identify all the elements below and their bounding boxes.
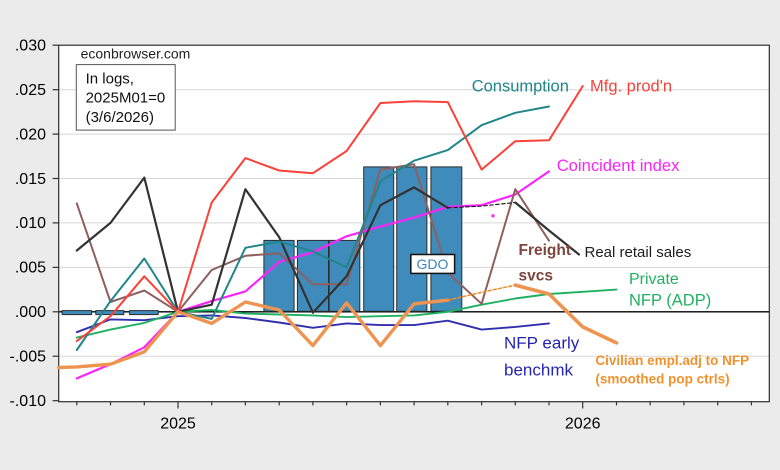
svg-text:NFP (ADP): NFP (ADP) bbox=[629, 292, 711, 310]
svg-text:svcs: svcs bbox=[519, 268, 553, 285]
svg-text:benchmk: benchmk bbox=[504, 361, 573, 380]
svg-text:-.010: -.010 bbox=[10, 393, 47, 410]
svg-text:Civilian empl.adj to NFP: Civilian empl.adj to NFP bbox=[595, 353, 749, 368]
svg-text:-.005: -.005 bbox=[10, 349, 47, 366]
svg-text:Consumption: Consumption bbox=[472, 78, 569, 96]
svg-text:econbrowser.com: econbrowser.com bbox=[81, 46, 191, 62]
svg-text:.000: .000 bbox=[15, 304, 46, 321]
svg-text:.005: .005 bbox=[15, 260, 46, 277]
svg-text:2026: 2026 bbox=[565, 416, 601, 433]
svg-text:Private: Private bbox=[629, 271, 679, 288]
svg-text:.015: .015 bbox=[15, 171, 46, 188]
svg-text:(smoothed pop ctrls): (smoothed pop ctrls) bbox=[595, 372, 729, 387]
svg-text:.025: .025 bbox=[15, 82, 46, 99]
svg-text:GDO: GDO bbox=[416, 256, 448, 272]
svg-text:.030: .030 bbox=[15, 38, 46, 55]
svg-text:Coincident index: Coincident index bbox=[557, 156, 680, 175]
svg-text:(3/6/2026): (3/6/2026) bbox=[86, 109, 154, 126]
svg-text:2025: 2025 bbox=[160, 416, 196, 433]
svg-text:Freight: Freight bbox=[519, 242, 572, 259]
svg-text:Mfg. prod'n: Mfg. prod'n bbox=[590, 78, 672, 96]
svg-text:.020: .020 bbox=[15, 126, 46, 143]
svg-text:In logs,: In logs, bbox=[86, 70, 134, 87]
svg-text:2025M01=0: 2025M01=0 bbox=[86, 90, 166, 107]
svg-text:Real retail sales: Real retail sales bbox=[585, 244, 692, 261]
svg-text:NFP early: NFP early bbox=[504, 334, 580, 353]
svg-text:.010: .010 bbox=[15, 215, 46, 232]
